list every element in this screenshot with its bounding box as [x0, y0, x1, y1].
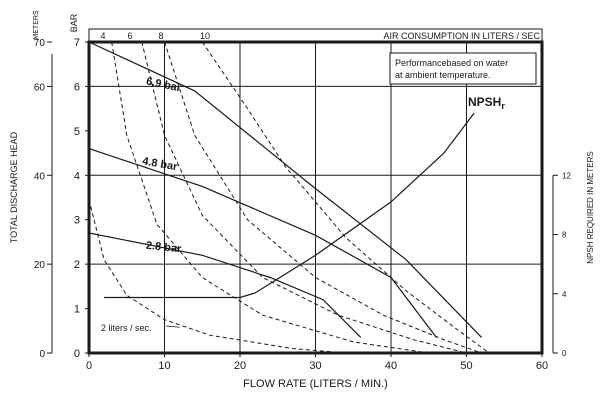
x-tick-label: 60 — [536, 360, 548, 372]
x-tick-label: 10 — [158, 360, 170, 372]
bar-tick-label: 7 — [74, 37, 80, 49]
x-tick-label: 0 — [86, 360, 92, 372]
npsh-label-main: NPSH — [468, 95, 501, 109]
npsh-tick-label: 8 — [562, 231, 567, 240]
meters-unit-label: METERS — [33, 10, 40, 40]
npsh-tick-label: 12 — [562, 171, 571, 180]
top-tick-label: 4 — [100, 31, 105, 41]
meters-tick-label: 70 — [34, 38, 46, 49]
meters-tick-label: 20 — [34, 260, 46, 271]
air-consumption-curve — [201, 41, 490, 354]
note-box — [389, 52, 537, 85]
bar-tick-label: 6 — [74, 81, 80, 93]
right-axis-title: NPSH REQUIRED IN METERS — [586, 151, 595, 263]
air-consumption-curve — [88, 199, 346, 354]
air-curve-leader — [165, 325, 180, 328]
bar-unit-label: BAR — [69, 13, 79, 32]
x-tick-label: 40 — [385, 360, 397, 372]
top-tick-label: 10 — [200, 31, 210, 41]
air-consumption-label: AIR CONSUMPTION IN LITERS / SEC — [383, 31, 540, 41]
x-axis-title: FLOW RATE (LITERS / MIN.) — [243, 378, 388, 390]
air-consumption-curve — [111, 41, 429, 354]
air-curve-label: 2 liters / sec. — [101, 323, 152, 333]
meters-tick-label: 60 — [34, 82, 46, 93]
bar-tick-label: 2 — [74, 259, 80, 271]
note-line: Performancebased on water — [395, 58, 508, 68]
top-tick-label: 6 — [127, 31, 132, 41]
npsh-tick-label: 4 — [562, 290, 567, 299]
npsh-tick-label: 0 — [562, 349, 567, 358]
meters-tick-label: 40 — [34, 171, 46, 182]
pressure-curve-label: 2.8 bar — [145, 240, 182, 256]
left-axis-title: TOTAL DISCHARGE HEAD — [9, 131, 19, 243]
npsh-label: NPSHr — [468, 95, 505, 111]
meters-tick-label: 0 — [39, 349, 45, 360]
npsh-curve — [104, 112, 475, 299]
air-consumption-curve — [141, 41, 467, 354]
npsh-label-subscript: r — [501, 101, 505, 111]
top-tick-label: 8 — [158, 31, 163, 41]
bar-tick-label: 1 — [74, 304, 80, 316]
x-tick-label: 50 — [460, 360, 472, 372]
pressure-curve — [88, 148, 437, 338]
x-tick-label: 20 — [234, 360, 246, 372]
x-tick-label: 30 — [309, 360, 321, 372]
air-consumption-curve — [164, 41, 482, 354]
bar-tick-label: 0 — [74, 348, 80, 360]
pressure-curve — [88, 41, 483, 338]
bar-tick-label: 5 — [74, 126, 80, 138]
bar-tick-label: 4 — [74, 170, 80, 182]
bar-tick-label: 3 — [74, 215, 80, 227]
note-line: at ambient temperature. — [395, 70, 491, 80]
pressure-curve — [88, 232, 362, 338]
